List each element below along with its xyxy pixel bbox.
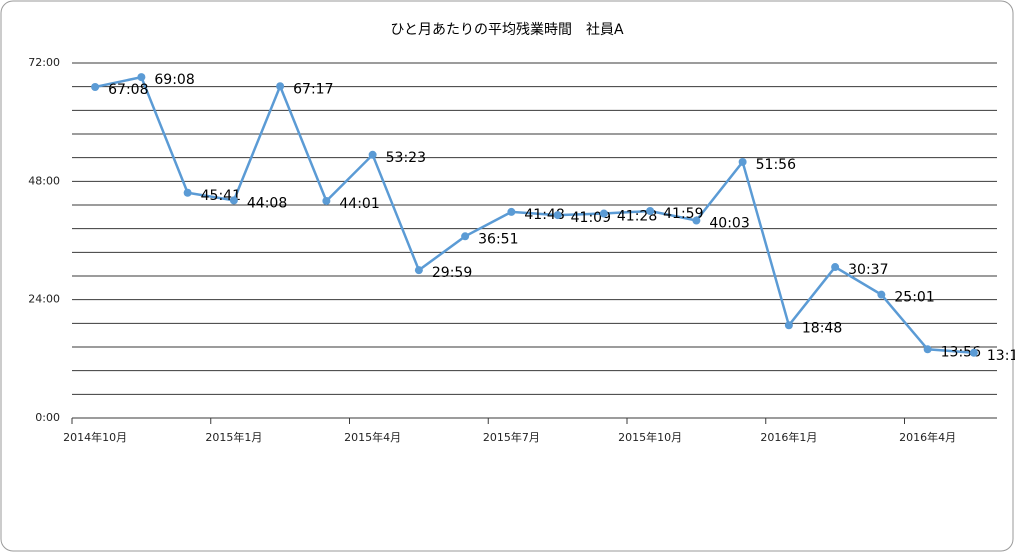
y-tick-label: 24:00 <box>28 293 60 306</box>
data-label: 44:08 <box>247 195 287 211</box>
data-point <box>831 263 840 272</box>
data-point <box>229 196 238 205</box>
data-point <box>738 157 747 166</box>
y-tick-label: 48:00 <box>28 174 60 187</box>
chart-title: ひと月あたりの平均残業時間 社員A <box>390 22 624 38</box>
data-label: 67:17 <box>293 81 333 97</box>
data-point <box>969 348 978 357</box>
x-tick-label: 2015年4月 <box>344 430 401 444</box>
x-tick-label: 2014年10月 <box>63 430 127 444</box>
data-label: 53:23 <box>386 150 426 166</box>
data-label: 29:59 <box>432 265 472 281</box>
data-point <box>784 321 793 330</box>
x-tick-label: 2015年7月 <box>483 430 540 444</box>
data-point <box>368 150 377 159</box>
data-point <box>599 209 608 218</box>
x-tick-label: 2016年4月 <box>899 430 956 444</box>
data-label: 44:01 <box>339 196 379 212</box>
x-tick-label: 2015年10月 <box>618 430 682 444</box>
data-label: 30:37 <box>848 262 888 278</box>
y-tick-label: 72:00 <box>28 56 60 69</box>
series-line <box>94 75 974 354</box>
x-tick-label: 2015年1月 <box>205 430 262 444</box>
data-point <box>692 216 701 225</box>
data-label: 36:51 <box>478 231 518 247</box>
data-point <box>183 188 192 197</box>
data-point <box>276 82 285 91</box>
data-label: 25:01 <box>894 290 934 306</box>
data-point <box>923 345 932 354</box>
data-label: 69:08 <box>154 72 194 88</box>
data-label: 18:48 <box>802 320 842 336</box>
y-tick-label: 0:00 <box>35 411 60 424</box>
data-point <box>414 266 423 275</box>
data-label: 13:56 <box>941 344 981 360</box>
data-point <box>322 196 331 205</box>
data-point <box>553 211 562 220</box>
data-label: 67:08 <box>108 82 148 98</box>
data-label: 40:03 <box>709 216 749 232</box>
data-point <box>91 82 100 91</box>
data-point <box>461 232 470 241</box>
data-label: 13:14 <box>987 348 1015 364</box>
data-point <box>507 207 516 216</box>
data-label: 41:48 <box>524 207 564 223</box>
x-tick-label: 2016年1月 <box>760 430 817 444</box>
data-label: 51:56 <box>756 157 796 173</box>
data-point <box>877 290 886 299</box>
data-point <box>137 73 146 82</box>
data-point <box>646 206 655 215</box>
